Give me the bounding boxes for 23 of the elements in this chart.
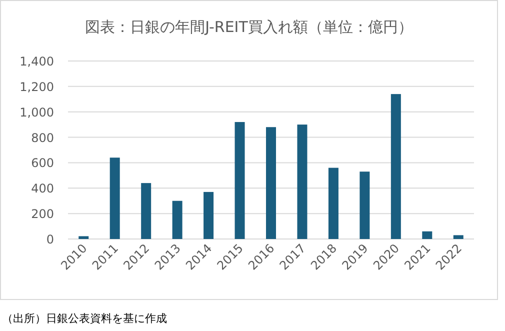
y-tick-label: 800: [31, 130, 54, 145]
bar: [78, 236, 89, 239]
y-tick-label: 1,000: [20, 105, 54, 120]
bar: [360, 172, 370, 239]
bar: [266, 127, 276, 239]
bar: [110, 158, 120, 239]
y-tick-label: 400: [31, 182, 54, 196]
bar: [234, 122, 245, 239]
y-tick-label: 600: [31, 156, 54, 170]
y-tick-label: 1,200: [20, 80, 54, 94]
text: （出所）日銀公表資料を基に作成: [2, 312, 167, 325]
bar: [204, 192, 214, 239]
chart-title: 図表：日銀の年間J-REIT買入れ額（単位：億円）: [85, 18, 413, 36]
bar: [172, 200, 182, 239]
y-tick-label: 0: [46, 232, 54, 246]
bar: [453, 235, 464, 239]
bar: [297, 124, 308, 239]
y-tick-label: 1,400: [20, 54, 54, 68]
bar: [390, 94, 401, 239]
bar: [422, 231, 432, 239]
bar: [328, 168, 338, 239]
y-tick-label: 200: [31, 207, 54, 222]
bar: [141, 183, 152, 239]
